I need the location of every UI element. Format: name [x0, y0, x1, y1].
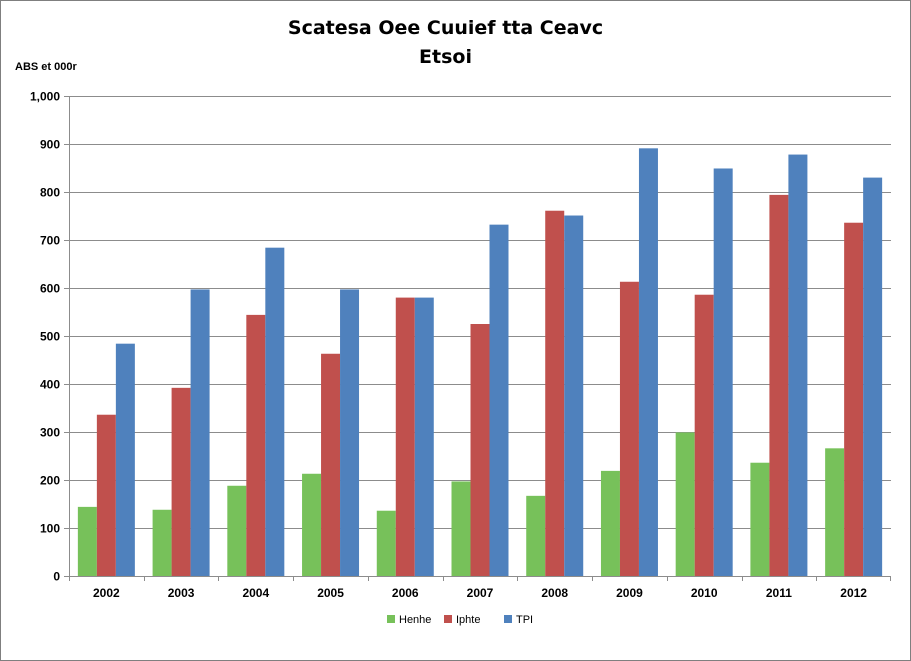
x-tick-label: 2007: [467, 586, 494, 600]
y-tick-label: 200: [40, 474, 60, 488]
legend-swatch-iphte: [444, 615, 452, 623]
bar-iphte-2009: [619, 281, 639, 576]
bar-tpi-2007: [489, 224, 509, 576]
bar-iphte-2003: [171, 387, 191, 576]
x-tick-label: 2002: [93, 586, 120, 600]
bar-iphte-2007: [470, 324, 490, 576]
chart-subtitle: Etsoi: [419, 46, 472, 68]
y-tick-label: 100: [40, 522, 60, 536]
x-tick-label: 2009: [616, 586, 643, 600]
bar-henhe-2003: [152, 509, 172, 576]
x-tick-label: 2008: [541, 586, 568, 600]
bar-tpi-2010: [713, 168, 733, 577]
legend-label-tpi: TPI: [516, 614, 533, 626]
y-tick-label: 900: [40, 138, 60, 152]
x-tick-label: 2006: [392, 586, 419, 600]
bar-iphte-2011: [769, 194, 789, 576]
bar-tpi-2009: [638, 148, 658, 576]
x-tick-label: 2005: [317, 586, 344, 600]
chart-title: Scatesa Oee Cuuief tta Ceavc: [287, 17, 604, 39]
bar-tpi-2002: [115, 343, 135, 576]
bar-iphte-2010: [694, 294, 714, 576]
x-tick-label: 2012: [840, 586, 867, 600]
y-tick-label: 600: [40, 282, 60, 296]
bar-iphte-2006: [395, 297, 415, 576]
y-tick-label: 0: [53, 570, 60, 584]
bar-henhe-2011: [750, 462, 770, 576]
bar-tpi-2004: [265, 247, 285, 576]
bar-henhe-2009: [600, 470, 620, 576]
bar-iphte-2005: [321, 353, 341, 576]
bar-tpi-2011: [788, 154, 808, 576]
y-tick-label: 1,000: [30, 90, 60, 104]
legend-label-henhe: Henhe: [399, 614, 431, 626]
bar-iphte-2002: [96, 414, 116, 576]
y-tick-label: 800: [40, 186, 60, 200]
y-tick-label: 300: [40, 426, 60, 440]
bar-iphte-2012: [844, 222, 864, 576]
bar-iphte-2004: [246, 314, 266, 576]
bar-henhe-2006: [376, 510, 396, 576]
bar-henhe-2008: [526, 495, 546, 576]
legend-swatch-henhe: [387, 615, 395, 623]
x-tick-label: 2010: [691, 586, 718, 600]
bar-henhe-2005: [302, 473, 322, 576]
chart-title-block: Scatesa Oee Cuuief tta Ceavc Etsoi: [1, 14, 890, 72]
y-tick-label: 400: [40, 378, 60, 392]
bar-tpi-2006: [414, 297, 434, 576]
bar-tpi-2005: [340, 289, 360, 576]
x-tick-label: 2003: [168, 586, 195, 600]
x-tick-label: 2011: [766, 586, 792, 600]
bar-henhe-2007: [451, 481, 471, 576]
bar-tpi-2012: [863, 177, 883, 576]
bar-tpi-2003: [190, 289, 210, 576]
y-axis-label: ABS et 000r: [15, 61, 77, 73]
bar-iphte-2008: [545, 210, 565, 576]
bar-tpi-2008: [564, 215, 584, 576]
legend-label-iphte: Iphte: [456, 614, 480, 626]
y-tick-label: 500: [40, 330, 60, 344]
bar-henhe-2010: [675, 432, 695, 576]
legend-swatch-tpi: [504, 615, 512, 623]
y-tick-label: 700: [40, 234, 60, 248]
bar-henhe-2004: [227, 485, 247, 576]
bar-henhe-2012: [825, 448, 845, 576]
bar-henhe-2002: [77, 506, 97, 576]
x-tick-label: 2004: [242, 586, 269, 600]
